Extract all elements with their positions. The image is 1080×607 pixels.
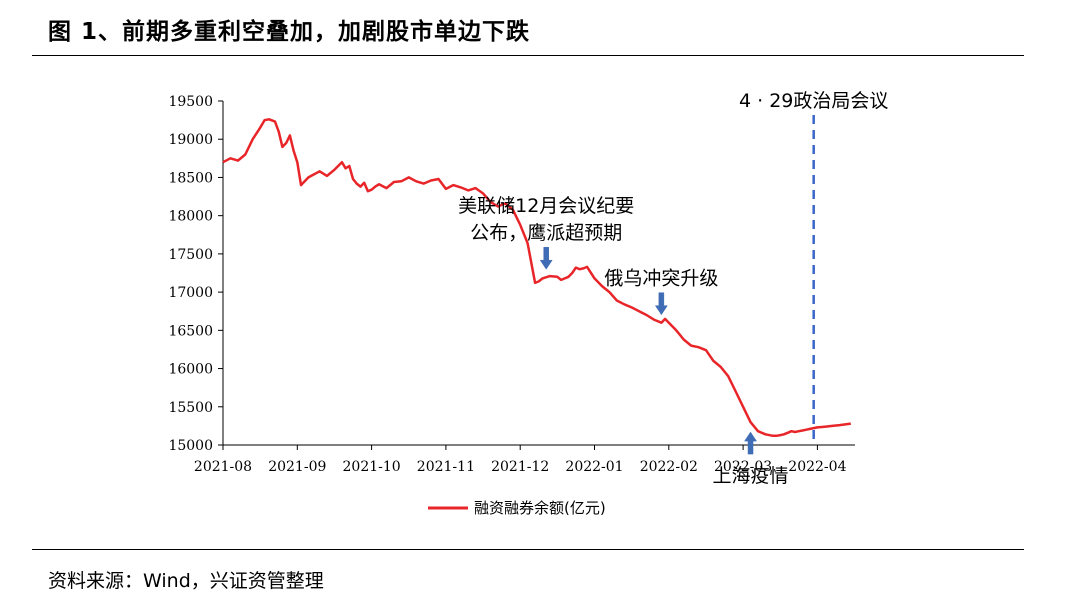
y-tick-label: 16500 bbox=[168, 323, 213, 339]
source-note: 资料来源：Wind，兴证资管整理 bbox=[48, 570, 324, 592]
x-tick-label: 2022-01 bbox=[565, 459, 623, 475]
y-tick-label: 17500 bbox=[168, 247, 213, 263]
y-axis: 15000 15500 16000 16500 17000 17500 18000 18500… bbox=[168, 94, 224, 454]
x-tick-label: 2022-04 bbox=[788, 459, 846, 475]
annotation-arrow-icon bbox=[654, 292, 668, 316]
y-tick-label: 18500 bbox=[168, 170, 213, 186]
annotation-arrow-icon bbox=[744, 431, 757, 455]
y-tick-label: 16000 bbox=[168, 362, 213, 378]
annotation-arrow-icon bbox=[539, 246, 553, 270]
bottom-rule bbox=[32, 549, 1024, 550]
legend: 融资融券余额(亿元) bbox=[428, 499, 606, 517]
y-tick-label: 18000 bbox=[168, 209, 213, 225]
x-tick-label: 2021-12 bbox=[491, 459, 549, 475]
y-tick-label: 17000 bbox=[168, 285, 213, 301]
y-tick-label: 19500 bbox=[168, 94, 213, 110]
annotation-label: 4 · 29政治局会议 bbox=[739, 90, 888, 112]
annotation-label: 美联储12月会议纪要 bbox=[458, 195, 634, 217]
x-axis: 2021-08 2021-09 2021-10 2021-11 2021-12 2022-… bbox=[194, 444, 855, 475]
top-rule bbox=[32, 55, 1024, 56]
figure-title: 图 1、前期多重利空叠加，加剧股市单边下跌 bbox=[48, 19, 531, 45]
x-tick-label: 2021-09 bbox=[268, 459, 326, 475]
x-tick-label: 2021-10 bbox=[343, 459, 401, 475]
y-tick-label: 15500 bbox=[168, 400, 213, 416]
line-chart: 15000 15500 16000 16500 17000 17500 18000 18500… bbox=[168, 90, 888, 517]
x-tick-label: 2022-03 bbox=[714, 459, 772, 475]
annotation-label: 公布，鹰派超预期 bbox=[470, 222, 622, 244]
x-tick-label: 2022-02 bbox=[640, 459, 698, 475]
series-line bbox=[222, 118, 851, 438]
x-tick-label: 2021-11 bbox=[417, 459, 475, 475]
y-tick-label: 19000 bbox=[168, 132, 213, 148]
annotation-label: 俄乌冲突升级 bbox=[604, 268, 718, 290]
series-layer bbox=[222, 118, 851, 438]
legend-label: 融资融券余额(亿元) bbox=[474, 499, 606, 517]
y-tick-label: 15000 bbox=[168, 438, 213, 454]
x-tick-label: 2021-08 bbox=[194, 459, 252, 475]
annotation-label: 上海疫情 bbox=[713, 465, 789, 487]
